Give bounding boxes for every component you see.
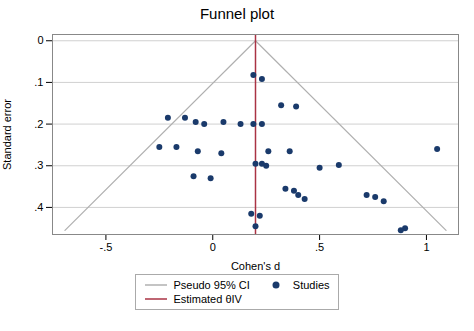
svg-text:.5: .5 (315, 241, 324, 253)
html-text:Funnel plot: Funnel plot (199, 5, 275, 22)
svg-text:1: 1 (423, 241, 429, 253)
svg-text:Standard error: Standard error (1, 99, 13, 170)
svg-text:-.5: -.5 (99, 241, 112, 253)
svg-text:.4: .4 (34, 201, 43, 213)
svg-text:.2: .2 (34, 118, 43, 130)
html-text:Studies: Studies (292, 279, 330, 291)
svg-text:Cohen's d: Cohen's d (231, 260, 280, 272)
svg-text:0: 0 (210, 241, 216, 253)
html-text:Pseudo 95% CI: Pseudo 95% CI (173, 279, 250, 291)
svg-text:0: 0 (37, 34, 43, 46)
svg-text:.3: .3 (34, 159, 43, 171)
svg-text:.1: .1 (34, 76, 43, 88)
html-text:Estimated θIV: Estimated θIV (173, 293, 242, 305)
